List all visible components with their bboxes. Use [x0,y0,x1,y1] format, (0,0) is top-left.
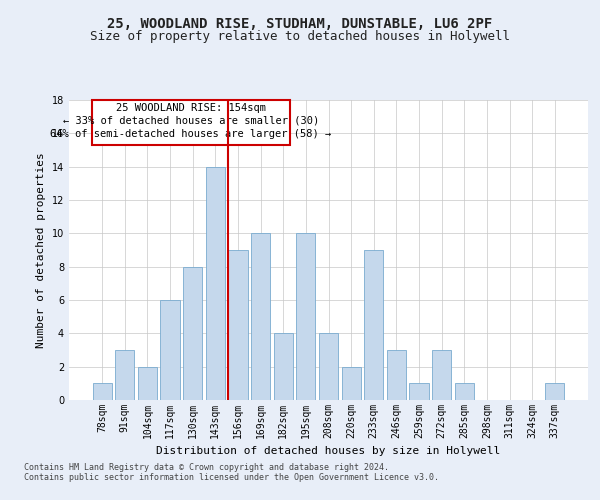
Bar [115,350,134,400]
Bar [229,250,248,400]
Bar [364,250,383,400]
Bar [409,384,428,400]
Text: 25, WOODLAND RISE, STUDHAM, DUNSTABLE, LU6 2PF: 25, WOODLAND RISE, STUDHAM, DUNSTABLE, L… [107,18,493,32]
X-axis label: Distribution of detached houses by size in Holywell: Distribution of detached houses by size … [157,446,500,456]
Y-axis label: Number of detached properties: Number of detached properties [36,152,46,348]
Text: Contains public sector information licensed under the Open Government Licence v3: Contains public sector information licen… [24,472,439,482]
Bar [251,234,270,400]
Bar [138,366,157,400]
Text: ← 33% of detached houses are smaller (30): ← 33% of detached houses are smaller (30… [63,116,319,126]
Bar [206,166,225,400]
Bar [160,300,180,400]
Bar [341,366,361,400]
Bar [92,384,112,400]
Bar [319,334,338,400]
Bar [387,350,406,400]
Bar [296,234,316,400]
FancyBboxPatch shape [92,100,290,145]
Text: 25 WOODLAND RISE: 154sqm: 25 WOODLAND RISE: 154sqm [116,103,266,113]
Bar [274,334,293,400]
Bar [183,266,202,400]
Bar [432,350,451,400]
Text: Size of property relative to detached houses in Holywell: Size of property relative to detached ho… [90,30,510,43]
Text: 64% of semi-detached houses are larger (58) →: 64% of semi-detached houses are larger (… [50,128,332,138]
Bar [545,384,565,400]
Bar [455,384,474,400]
Text: Contains HM Land Registry data © Crown copyright and database right 2024.: Contains HM Land Registry data © Crown c… [24,462,389,471]
